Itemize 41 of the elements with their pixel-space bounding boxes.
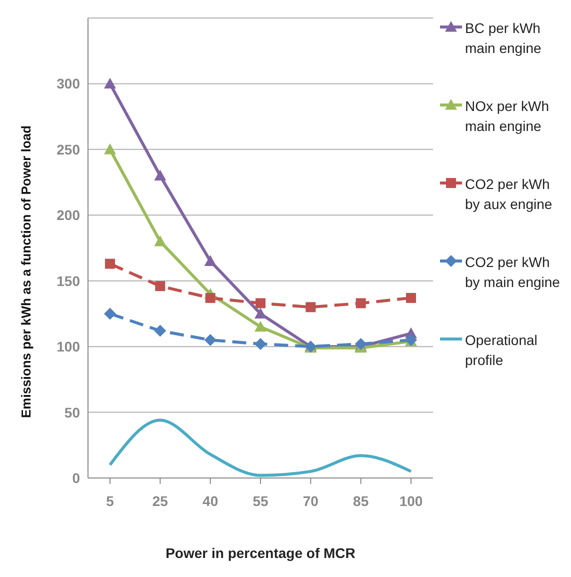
x-tick-label: 5 xyxy=(106,492,114,509)
point xyxy=(155,281,166,292)
y-tick-label: 250 xyxy=(56,141,80,158)
point xyxy=(205,292,216,303)
x-tick-label: 100 xyxy=(399,492,423,509)
y-axis-title: Emissions per kWh as a function of Power load xyxy=(18,125,34,418)
legend-label: Operational profile xyxy=(465,331,538,370)
point xyxy=(154,170,166,181)
y-tick-label: 150 xyxy=(56,272,80,289)
point xyxy=(254,308,266,319)
point xyxy=(104,78,116,89)
x-tick-label: 55 xyxy=(252,492,268,509)
y-tick-label: 100 xyxy=(56,338,80,355)
x-tick-label: 70 xyxy=(302,492,319,509)
point xyxy=(204,255,216,266)
point xyxy=(154,235,166,246)
point xyxy=(256,298,266,308)
y-tick-label: 0 xyxy=(72,470,80,486)
point xyxy=(204,334,216,346)
x-tick-label: 40 xyxy=(202,492,218,509)
point xyxy=(306,302,316,312)
point xyxy=(104,143,116,154)
point xyxy=(254,320,266,332)
y-tick-label: 300 xyxy=(56,76,80,92)
point xyxy=(104,308,116,320)
y-tick-label: 50 xyxy=(64,404,80,420)
point xyxy=(354,338,367,350)
x-tick-label: 25 xyxy=(152,492,168,509)
x-axis-title: Power in percentage of MCR xyxy=(166,545,356,561)
legend-label: NOx per kWh main engine xyxy=(465,97,550,136)
legend-label: CO2 per kWh by aux engine xyxy=(465,175,554,214)
point xyxy=(105,258,115,269)
point xyxy=(406,292,416,303)
point xyxy=(154,324,166,337)
line-series xyxy=(108,418,412,477)
x-tick-label: 85 xyxy=(353,492,369,509)
point xyxy=(254,338,266,350)
point xyxy=(356,298,366,308)
y-tick-label: 200 xyxy=(56,207,80,224)
legend-label: BC per kWh main engine xyxy=(465,19,542,58)
legend-label: CO2 per kWh by main engine xyxy=(465,253,561,292)
